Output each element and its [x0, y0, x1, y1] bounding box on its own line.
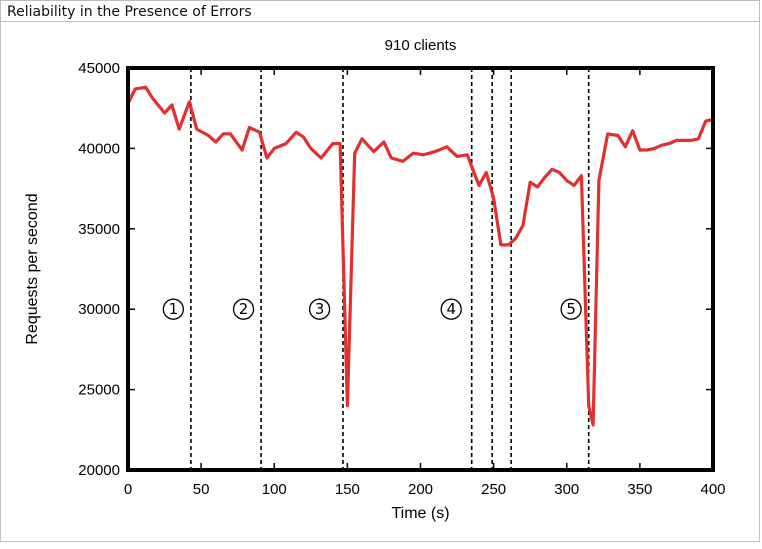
phase-label-circle	[560, 298, 582, 320]
x-tick-label: 50	[193, 481, 210, 498]
x-tick-label: 100	[262, 481, 287, 498]
y-tick-label: 20000	[78, 462, 120, 479]
x-tick-label: 250	[481, 481, 506, 498]
y-tick-label: 25000	[78, 382, 120, 399]
phase-label: 2	[239, 300, 249, 318]
phase-label: 3	[315, 300, 325, 318]
x-tick-label: 300	[554, 481, 579, 498]
x-tick-label: 350	[627, 481, 652, 498]
phase-label: 5	[566, 300, 576, 318]
series-group	[126, 85, 715, 427]
x-axis-label: Time (s)	[391, 505, 449, 522]
phase-label-circle	[162, 298, 184, 320]
series-line	[126, 85, 715, 427]
chart-title: 910 clients	[385, 37, 457, 54]
phase-label: 4	[446, 300, 456, 318]
phase-label-circle	[440, 298, 462, 320]
x-tick-label: 0	[124, 481, 132, 498]
y-tick-label: 40000	[78, 140, 120, 157]
y-tick-label: 45000	[78, 60, 120, 77]
phase-label-circle	[232, 298, 255, 320]
x-axis-ticks: 0 50 100 150 200 250 300 350 400	[124, 68, 726, 498]
x-tick-label: 400	[700, 481, 725, 498]
phase-label: 1	[169, 300, 179, 318]
y-axis-label: Requests per second	[24, 193, 41, 344]
plot-area-border	[126, 66, 715, 472]
phase-labels: 1 2 3 4 5	[162, 298, 582, 320]
x-tick-label: 200	[408, 481, 433, 498]
y-axis-ticks: 20000 25000 30000 35000 40000 45000	[78, 60, 713, 479]
window-title: Reliability in the Presence of Errors	[0, 0, 760, 22]
y-tick-label: 35000	[78, 221, 120, 238]
chart-frame	[0, 22, 760, 542]
y-tick-label: 30000	[78, 301, 120, 318]
phase-label-circle	[308, 298, 331, 320]
x-tick-label: 150	[335, 481, 360, 498]
